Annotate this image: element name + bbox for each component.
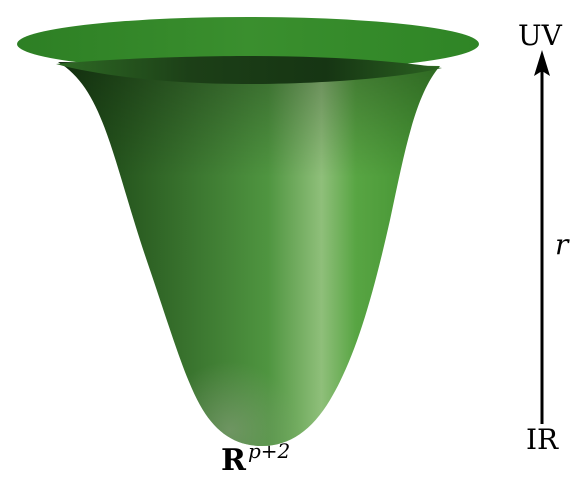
ir-label: IR bbox=[526, 423, 559, 456]
funnel-rim bbox=[17, 17, 479, 71]
funnel-bottom-tint bbox=[58, 62, 440, 446]
funnel-opening bbox=[56, 56, 442, 84]
space-label-base: R bbox=[221, 443, 246, 478]
uv-label: UV bbox=[518, 19, 562, 52]
space-label-exponent: p+2 bbox=[247, 439, 291, 463]
rg-flow-arrowhead bbox=[534, 50, 550, 76]
radial-coordinate-label: r bbox=[555, 228, 569, 261]
